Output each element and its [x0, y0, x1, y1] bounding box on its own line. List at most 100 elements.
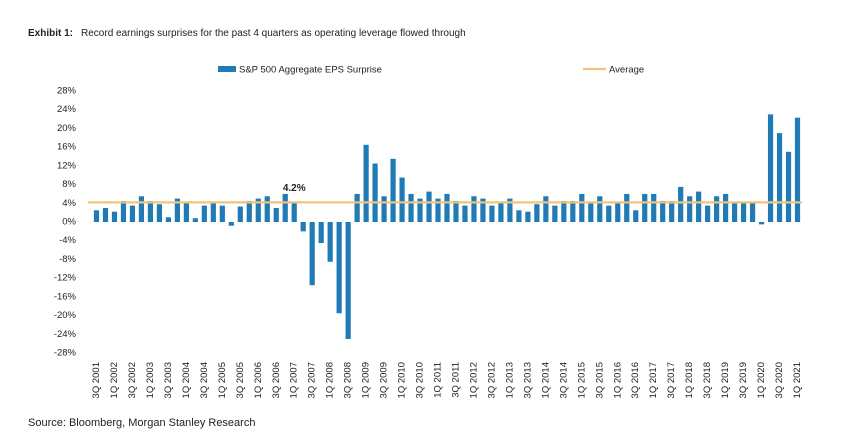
- x-tick-label: 3Q 2017: [666, 362, 677, 398]
- bar: [462, 205, 468, 222]
- bar: [543, 196, 549, 222]
- x-tick-label: 3Q 2015: [594, 362, 605, 398]
- bar: [669, 200, 675, 222]
- bar: [273, 207, 279, 222]
- y-tick-label: -28%: [54, 348, 77, 359]
- x-tick-label: 3Q 2009: [379, 362, 390, 398]
- bar: [615, 203, 621, 222]
- bar: [767, 114, 774, 222]
- source: Source: Bloomberg, Morgan Stanley Resear…: [28, 417, 255, 429]
- bar: [336, 222, 342, 314]
- x-tick-label: 3Q 2001: [91, 362, 102, 398]
- x-tick-label: 1Q 2021: [792, 362, 803, 398]
- title-label: Exhibit 1:: [28, 28, 73, 39]
- x-tick-label: 3Q 2010: [415, 362, 426, 398]
- bar: [255, 198, 261, 222]
- bar: [318, 222, 324, 244]
- bar: [498, 203, 504, 222]
- y-tick-label: 28%: [57, 86, 77, 97]
- bar: [111, 211, 118, 222]
- x-tick-label: 1Q 2009: [361, 362, 372, 398]
- y-tick-label: 16%: [57, 142, 77, 153]
- legend-swatch: [218, 66, 236, 72]
- bar: [435, 198, 441, 222]
- bar: [749, 203, 756, 222]
- x-tick-label: 1Q 2018: [684, 362, 695, 398]
- y-tick-label: -4%: [59, 235, 76, 246]
- bar: [570, 200, 576, 222]
- bar: [300, 222, 306, 232]
- x-tick-label: 3Q 2018: [702, 362, 713, 398]
- bar: [740, 203, 747, 222]
- bar: [210, 203, 216, 222]
- bar: [714, 196, 720, 222]
- bar: [480, 198, 486, 222]
- bar: [561, 200, 567, 222]
- y-tick-label: 0%: [62, 217, 76, 228]
- bar: [372, 163, 378, 222]
- x-tick-label: 1Q 2004: [181, 362, 192, 398]
- x-tick-label: 1Q 2015: [576, 362, 587, 398]
- bar: [597, 196, 603, 222]
- chart-title: Exhibit 1: Record earnings surprises for …: [28, 28, 466, 39]
- bar: [552, 205, 558, 222]
- bar: [147, 200, 154, 222]
- bar: [309, 222, 315, 286]
- bar: [579, 193, 585, 222]
- bar: [237, 206, 243, 222]
- bar: [534, 204, 540, 222]
- bar: [651, 193, 657, 222]
- bar: [390, 158, 396, 222]
- x-tick-label: 3Q 2016: [630, 362, 641, 398]
- bar: [246, 200, 252, 222]
- bar: [138, 196, 145, 222]
- bar: [633, 210, 639, 222]
- x-tick-label: 1Q 2002: [109, 362, 120, 398]
- bar: [282, 193, 288, 222]
- x-tick-label: 3Q 2002: [127, 362, 138, 398]
- x-tick-label: 3Q 2005: [235, 362, 246, 398]
- x-tick-label: 3Q 2003: [163, 362, 174, 398]
- x-tick-label: 1Q 2014: [540, 362, 551, 398]
- bar: [192, 218, 198, 222]
- y-tick-label: 8%: [62, 179, 76, 190]
- bar: [408, 193, 414, 222]
- bar: [525, 211, 531, 222]
- bar: [678, 186, 684, 222]
- bar: [120, 200, 127, 222]
- x-tick-label: 1Q 2016: [612, 362, 623, 398]
- bar: [93, 210, 100, 222]
- x-tick-label: 1Q 2013: [504, 362, 515, 398]
- y-tick-label: 20%: [57, 123, 77, 134]
- bar: [507, 198, 513, 222]
- bar: [444, 193, 450, 222]
- x-tick-label: 3Q 2006: [271, 362, 282, 398]
- legend-label: Average: [609, 65, 644, 76]
- bar: [642, 193, 648, 222]
- bar: [417, 198, 423, 222]
- bar: [327, 222, 333, 262]
- x-tick-label: 1Q 2011: [433, 362, 444, 398]
- bar: [291, 203, 297, 222]
- bar: [758, 222, 765, 225]
- bar: [183, 203, 189, 222]
- bar: [624, 193, 630, 222]
- bar: [165, 217, 171, 222]
- y-tick-label: 12%: [57, 160, 77, 171]
- bar: [399, 177, 405, 222]
- x-tick-label: 3Q 2020: [774, 362, 785, 398]
- x-tick-label: 3Q 2019: [738, 362, 749, 398]
- x-tick-label: 1Q 2019: [720, 362, 731, 398]
- bar: [345, 222, 351, 339]
- bar: [696, 191, 702, 222]
- bar: [363, 144, 369, 222]
- y-tick-label: -8%: [59, 254, 76, 265]
- bar: [471, 196, 477, 222]
- bar: [588, 203, 594, 222]
- y-tick-label: -20%: [54, 310, 77, 321]
- y-tick-label: -24%: [54, 329, 77, 340]
- bar: [426, 191, 432, 222]
- bar: [381, 196, 387, 222]
